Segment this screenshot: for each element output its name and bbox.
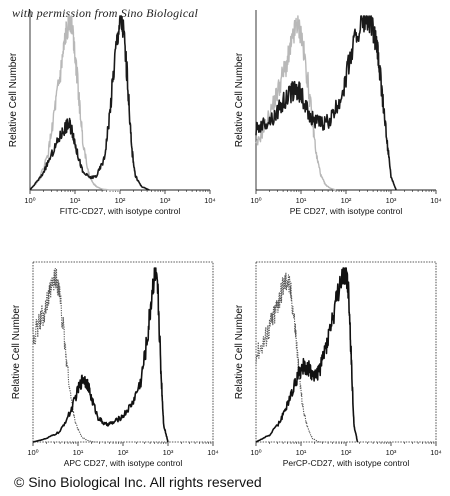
x-tick-label: 10⁴ (430, 196, 442, 205)
x-tick-label: 10¹ (73, 448, 84, 457)
x-tick-label: 10² (118, 448, 129, 457)
isotype-histogram-line (255, 15, 337, 191)
x-tick-label: 10⁰ (250, 196, 261, 205)
x-tick-label: 10³ (386, 196, 397, 205)
copyright-text: © Sino Biological Inc. All rights reserv… (14, 474, 262, 490)
stained-histogram-line (255, 15, 397, 191)
x-tick-label: 10¹ (70, 196, 81, 205)
x-tick-label: 10⁰ (250, 448, 261, 457)
x-tick-label: 10⁰ (24, 196, 35, 205)
x-axis-title: APC CD27, with isotype control (64, 458, 183, 468)
y-axis-title: Relative Cell Number (11, 304, 22, 399)
y-axis-title: Relative Cell Number (8, 52, 19, 147)
x-tick-label: 10³ (160, 196, 171, 205)
x-tick-label: 10² (341, 448, 352, 457)
isotype-histogram-line (32, 267, 100, 443)
x-tick-label: 10⁰ (27, 448, 38, 457)
x-tick-label: 10³ (386, 448, 397, 457)
stained-histogram-line (29, 15, 150, 191)
flow-cytometry-histograms: 10⁰ 10¹ 10² 10³ 10⁴ Relative Cell Number FITC-… (8, 10, 442, 468)
x-tick-label: 10¹ (296, 196, 307, 205)
x-tick-label: 10⁴ (204, 196, 216, 205)
plot-frame (255, 261, 437, 443)
y-axis-title: Relative Cell Number (234, 52, 245, 147)
x-tick-label: 10² (341, 196, 352, 205)
x-tick-label: 10² (115, 196, 126, 205)
watermark-text: with permission from Sino Biological (12, 6, 199, 20)
x-tick-label: 10³ (163, 448, 174, 457)
y-axis-title: Relative Cell Number (234, 304, 245, 399)
x-axis-title: PerCP-CD27, with isotype control (283, 458, 410, 468)
x-tick-label: 10¹ (296, 448, 307, 457)
stained-histogram-line (255, 267, 359, 443)
isotype-histogram-line (29, 15, 120, 191)
x-tick-label: 10⁴ (207, 448, 219, 457)
stained-histogram-line (32, 267, 169, 443)
plot-frame (32, 261, 214, 443)
x-axis-title: PE CD27, with isotype control (290, 206, 403, 216)
isotype-histogram-line (255, 272, 326, 443)
x-axis-title: FITC-CD27, with isotype control (60, 206, 181, 216)
x-tick-label: 10⁴ (430, 448, 442, 457)
